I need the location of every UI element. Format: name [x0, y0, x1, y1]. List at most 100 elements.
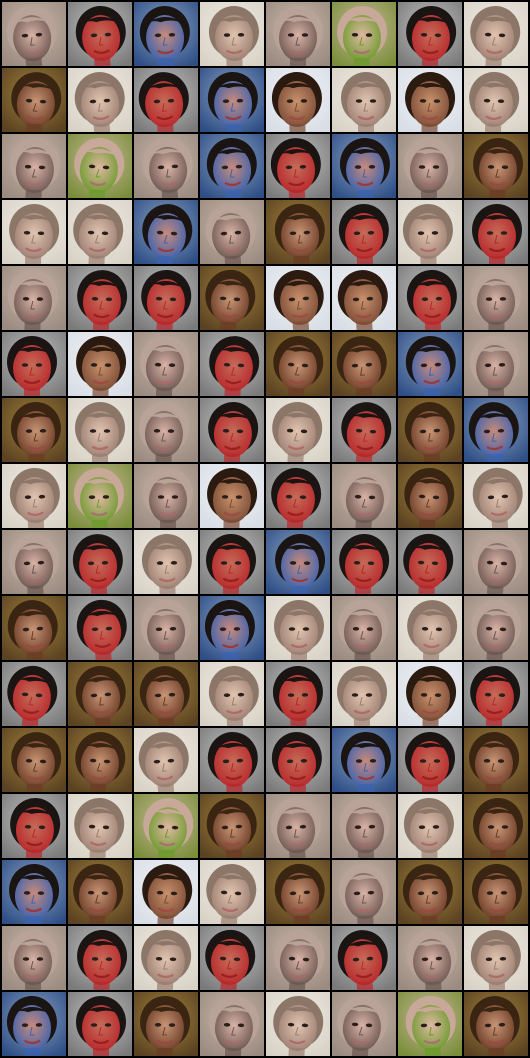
- face-tile-r15-c3: [134, 926, 198, 990]
- face-image: [68, 728, 132, 792]
- face-image: [464, 200, 528, 264]
- face-image: [2, 464, 66, 528]
- face-image: [464, 662, 528, 726]
- face-image: [464, 266, 528, 330]
- face-image: [332, 398, 396, 462]
- face-tile-r16-c3: [134, 992, 198, 1056]
- face-image: [332, 926, 396, 990]
- face-tile-r13-c7: [398, 794, 462, 858]
- face-tile-r7-c7: [398, 398, 462, 462]
- face-image: [266, 332, 330, 396]
- face-image: [398, 200, 462, 264]
- face-tile-r6-c7: [398, 332, 462, 396]
- face-tile-r6-c4: [200, 332, 264, 396]
- face-tile-r6-c5: [266, 332, 330, 396]
- face-image: [464, 530, 528, 594]
- face-image: [134, 926, 198, 990]
- face-image: [68, 266, 132, 330]
- face-tile-r3-c8: [464, 134, 528, 198]
- face-tile-r14-c2: [68, 860, 132, 924]
- face-image: [398, 596, 462, 660]
- face-tile-r11-c4: [200, 662, 264, 726]
- face-tile-r7-c1: [2, 398, 66, 462]
- face-image: [200, 2, 264, 66]
- face-tile-r1-c4: [200, 2, 264, 66]
- face-image: [464, 332, 528, 396]
- face-image: [134, 2, 198, 66]
- face-image: [398, 134, 462, 198]
- face-image: [68, 332, 132, 396]
- face-tile-r13-c8: [464, 794, 528, 858]
- face-tile-r6-c6: [332, 332, 396, 396]
- face-tile-r13-c1: [2, 794, 66, 858]
- face-tile-r8-c6: [332, 464, 396, 528]
- face-image: [2, 68, 66, 132]
- face-image: [134, 728, 198, 792]
- face-image: [2, 596, 66, 660]
- face-tile-r4-c3: [134, 200, 198, 264]
- face-image: [332, 728, 396, 792]
- face-image: [68, 2, 132, 66]
- face-image: [134, 662, 198, 726]
- face-image: [464, 2, 528, 66]
- face-tile-r16-c2: [68, 992, 132, 1056]
- face-tile-r4-c6: [332, 200, 396, 264]
- face-tile-r1-c3: [134, 2, 198, 66]
- face-tile-r16-c5: [266, 992, 330, 1056]
- face-image: [398, 926, 462, 990]
- face-tile-r9-c6: [332, 530, 396, 594]
- face-image: [68, 398, 132, 462]
- face-tile-r15-c4: [200, 926, 264, 990]
- face-image: [266, 200, 330, 264]
- face-tile-r1-c1: [2, 2, 66, 66]
- face-tile-r9-c4: [200, 530, 264, 594]
- face-tile-r12-c6: [332, 728, 396, 792]
- face-tile-r15-c1: [2, 926, 66, 990]
- face-image: [398, 332, 462, 396]
- face-tile-r9-c1: [2, 530, 66, 594]
- face-image: [266, 596, 330, 660]
- face-tile-r10-c8: [464, 596, 528, 660]
- face-image: [398, 860, 462, 924]
- face-tile-r6-c1: [2, 332, 66, 396]
- face-image: [68, 200, 132, 264]
- face-tile-r13-c3: [134, 794, 198, 858]
- face-tile-r11-c1: [2, 662, 66, 726]
- face-tile-r1-c8: [464, 2, 528, 66]
- face-tile-r15-c2: [68, 926, 132, 990]
- face-image: [134, 134, 198, 198]
- face-tile-r8-c8: [464, 464, 528, 528]
- face-image: [464, 926, 528, 990]
- face-image: [134, 794, 198, 858]
- face-image: [464, 794, 528, 858]
- face-tile-r2-c4: [200, 68, 264, 132]
- face-tile-r13-c5: [266, 794, 330, 858]
- face-tile-r12-c4: [200, 728, 264, 792]
- face-image: [68, 464, 132, 528]
- face-tile-r5-c5: [266, 266, 330, 330]
- face-tile-r11-c6: [332, 662, 396, 726]
- face-image: [200, 464, 264, 528]
- face-image: [464, 68, 528, 132]
- face-image: [68, 992, 132, 1056]
- face-tile-r4-c5: [266, 200, 330, 264]
- face-image: [266, 266, 330, 330]
- face-tile-r7-c8: [464, 398, 528, 462]
- face-image: [200, 200, 264, 264]
- face-tile-r3-c2: [68, 134, 132, 198]
- face-tile-r2-c3: [134, 68, 198, 132]
- face-image: [68, 662, 132, 726]
- face-tile-r8-c1: [2, 464, 66, 528]
- face-tile-r12-c8: [464, 728, 528, 792]
- face-image: [134, 398, 198, 462]
- face-image: [398, 266, 462, 330]
- face-tile-r5-c3: [134, 266, 198, 330]
- face-tile-r15-c8: [464, 926, 528, 990]
- face-image: [200, 596, 264, 660]
- face-tile-r13-c2: [68, 794, 132, 858]
- face-image: [398, 2, 462, 66]
- face-tile-r4-c4: [200, 200, 264, 264]
- face-tile-r8-c2: [68, 464, 132, 528]
- face-image: [332, 530, 396, 594]
